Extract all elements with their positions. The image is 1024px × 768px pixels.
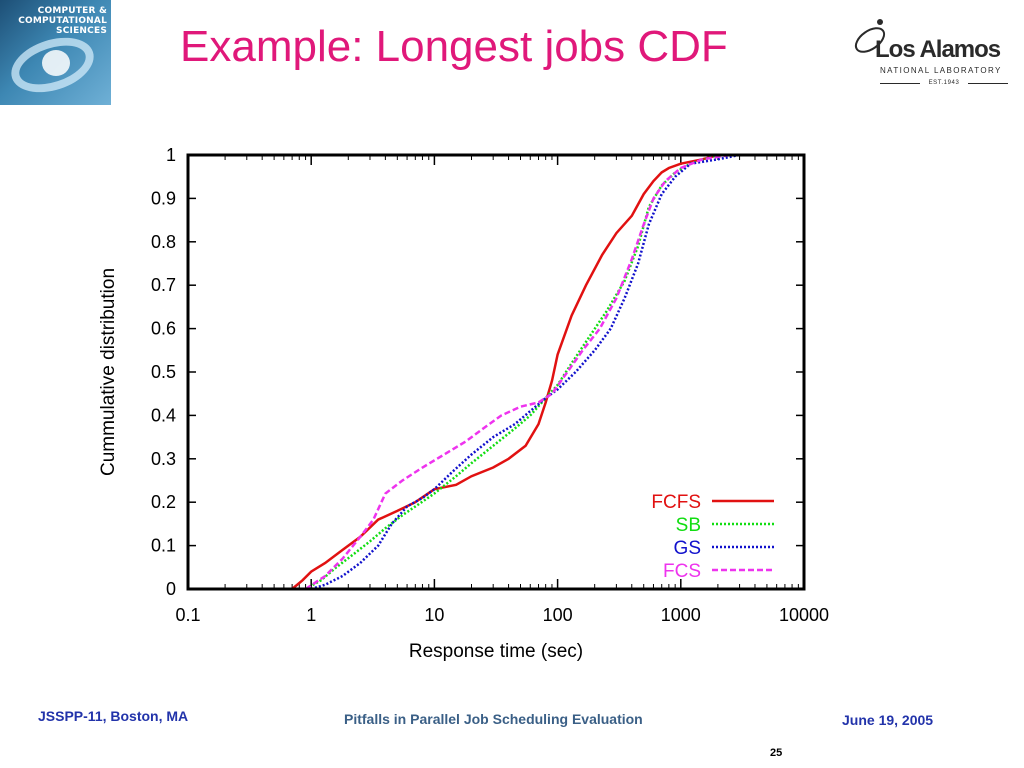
y-tick-label: 0.2 [151, 492, 176, 512]
series-line-gs [310, 153, 740, 591]
ccs-logo: COMPUTER & COMPUTATIONAL SCIENCES [0, 0, 111, 105]
legend-label-gs: GS [674, 538, 701, 559]
legend-label-fcfs: FCFS [651, 492, 701, 513]
series-line-fcfs [291, 153, 719, 590]
x-tick-label: 1000 [661, 605, 701, 625]
y-tick-label: 1 [166, 145, 176, 165]
y-tick-label: 0.9 [151, 188, 176, 208]
lanl-atom-icon [854, 19, 886, 53]
x-axis-label: Response time (sec) [409, 641, 583, 662]
x-tick-label: 10 [424, 605, 444, 625]
plot-frame [186, 153, 806, 591]
lanl-established: EST.1943 [880, 80, 1008, 86]
y-tick-label: 0.6 [151, 319, 176, 339]
series-line-sb [304, 153, 719, 591]
legend-label-sb: SB [676, 515, 701, 536]
y-tick-label: 0.5 [151, 362, 176, 382]
page-number: 25 [770, 747, 783, 759]
footer-date: June 19, 2005 [842, 712, 934, 728]
x-tick-label: 1 [306, 605, 316, 625]
lanl-name: Los Alamos [875, 36, 1001, 63]
x-tick-label: 10000 [779, 605, 829, 625]
ccs-logo-center [42, 50, 70, 76]
lanl-subtitle: NATIONAL LABORATORY [880, 66, 1002, 75]
legend-label-fcs: FCS [663, 561, 701, 582]
y-tick-label: 0.8 [151, 232, 176, 252]
footer-conference: JSSPP-11, Boston, MA [38, 708, 189, 724]
y-tick-label: 0.7 [151, 275, 176, 295]
x-tick-label: 0.1 [175, 605, 200, 625]
y-tick-label: 0.3 [151, 449, 176, 469]
slide-title: Example: Longest jobs CDF [180, 22, 728, 71]
cdf-chart: 0 0.1 0.2 0.3 0.4 0.5 0.6 0.7 0.8 0.9 1 0.1 1 10 100 10… [98, 145, 829, 662]
ccs-logo-text: COMPUTER & COMPUTATIONAL SCIENCES [18, 6, 107, 36]
y-tick-label: 0 [166, 579, 176, 599]
lanl-logo: Los Alamos NATIONAL LABORATORY EST.1943 [850, 14, 1015, 94]
y-tick-label: 0.1 [151, 536, 176, 556]
series-line-fcs [304, 153, 730, 591]
y-tick-label: 0.4 [151, 405, 176, 425]
footer-talk-title: Pitfalls in Parallel Job Scheduling Eval… [344, 711, 643, 727]
y-axis-label: Cummulative distribution [98, 268, 119, 476]
x-tick-label: 100 [543, 605, 573, 625]
